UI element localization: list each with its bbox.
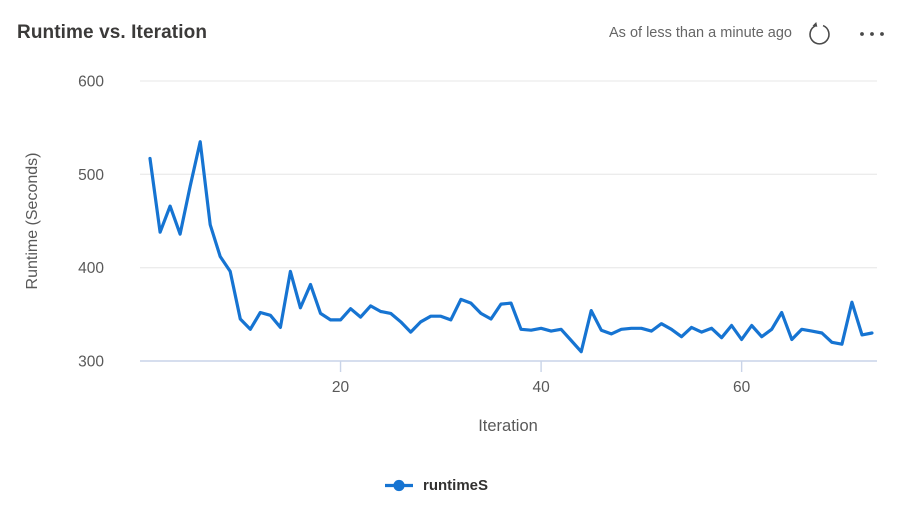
legend-item-runtimeS[interactable]: runtimeS <box>384 477 488 494</box>
legend-marker-icon <box>385 479 413 492</box>
y-tick-label-500: 500 <box>78 167 104 184</box>
x-tick-label-40: 40 <box>532 379 550 396</box>
refresh-icon <box>809 21 830 45</box>
series-line-runtimeS[interactable] <box>148 140 874 354</box>
legend: runtimeS <box>384 477 488 494</box>
legend-label: runtimeS <box>423 477 489 494</box>
more-options-button[interactable] <box>854 19 890 48</box>
x-tick-label-20: 20 <box>332 379 350 396</box>
x-axis-title: Iteration <box>478 417 538 435</box>
chart-header: Runtime vs. Iteration As of less than a … <box>17 16 890 50</box>
refresh-button[interactable] <box>805 19 834 48</box>
y-tick-label-600: 600 <box>78 74 104 91</box>
y-tick-label-400: 400 <box>78 260 104 277</box>
y-tick-label-300: 300 <box>78 354 104 371</box>
freshness-text: As of less than a minute ago <box>609 25 792 41</box>
y-axis-title: Runtime (Seconds) <box>24 153 41 290</box>
chart-title: Runtime vs. Iteration <box>17 22 208 43</box>
ellipsis-icon <box>860 31 884 36</box>
x-tick-label-60: 60 <box>733 379 751 396</box>
